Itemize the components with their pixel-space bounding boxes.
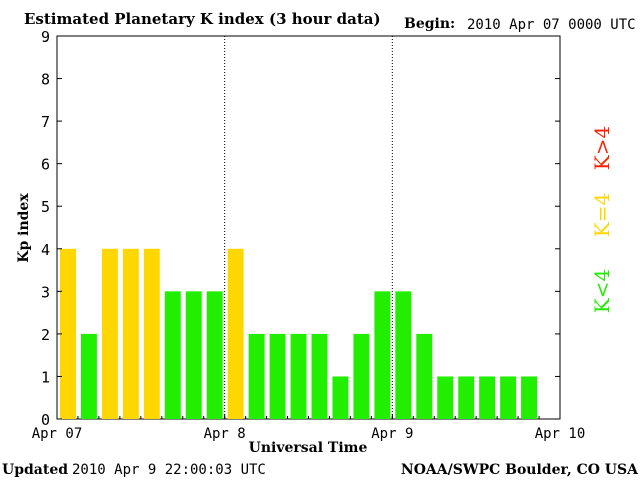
y-tick-label: 8 [41, 71, 50, 89]
kp-bar [416, 333, 433, 419]
day-separators [224, 36, 393, 419]
x-tick-label: Apr 10 [535, 426, 586, 442]
x-tick-label: Apr 8 [204, 426, 246, 442]
bars [60, 248, 538, 419]
begin-label: Begin: [404, 16, 455, 32]
y-axis: 0 1 2 3 4 5 6 7 8 9 [41, 28, 560, 429]
y-tick-label: 4 [41, 241, 50, 259]
kp-bar [437, 376, 454, 419]
legend-k-equal-4: K=4 [590, 193, 614, 237]
kp-bar [185, 291, 202, 419]
updated-label: Updated [2, 462, 68, 478]
y-axis-label: Kp index [16, 193, 32, 263]
legend-k-above-4: K>4 [590, 126, 614, 170]
kp-bar [521, 376, 538, 419]
y-tick-label: 3 [41, 283, 50, 301]
kp-bar [206, 291, 223, 419]
x-axis-label: Universal Time [249, 440, 368, 456]
kp-bar [122, 248, 139, 419]
kp-bar [143, 248, 160, 419]
kp-bar [227, 248, 244, 419]
y-tick-label: 7 [41, 113, 50, 131]
kp-bar [290, 333, 307, 419]
legend-k-below-4: K<4 [590, 269, 614, 313]
y-tick-label: 6 [41, 156, 50, 174]
y-tick-label: 0 [41, 411, 50, 429]
kp-bar [60, 248, 76, 419]
updated-value: 2010 Apr 9 22:00:03 UTC [72, 462, 266, 478]
chart-title: Estimated Planetary K index (3 hour data… [24, 10, 381, 28]
kp-bar [80, 333, 97, 419]
kp-bar [500, 376, 517, 419]
kp-bar [332, 376, 349, 419]
kp-bar [479, 376, 496, 419]
x-tick-label: Apr 9 [371, 426, 413, 442]
kp-bar [164, 291, 181, 419]
source-credit: NOAA/SWPC Boulder, CO USA [401, 462, 639, 478]
kp-bar [353, 333, 370, 419]
kp-bar [269, 333, 286, 419]
y-tick-label: 9 [41, 28, 50, 46]
kp-bar [395, 291, 412, 419]
kp-bar [248, 333, 265, 419]
y-tick-label: 2 [41, 326, 50, 344]
kp-bar [458, 376, 475, 419]
kp-bar [374, 291, 391, 419]
begin-value: 2010 Apr 07 0000 UTC [467, 17, 636, 33]
x-tick-label: Apr 07 [32, 426, 83, 442]
x-axis: Apr 07 Apr 8 Apr 9 Apr 10 [32, 414, 586, 442]
kp-bar [311, 333, 328, 419]
y-tick-label: 5 [41, 198, 50, 216]
y-tick-label: 1 [41, 368, 50, 386]
kp-bar [101, 248, 118, 419]
